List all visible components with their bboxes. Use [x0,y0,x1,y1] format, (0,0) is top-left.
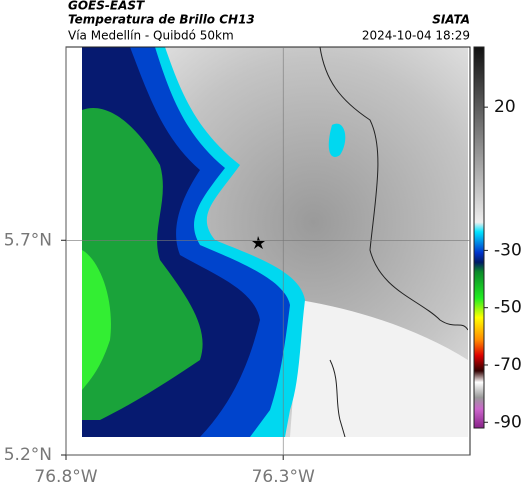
boundary [319,47,468,437]
y-tick-label: 5.2°N [4,445,52,465]
location-marker [252,236,265,249]
colorbar-label: 20 [494,97,516,117]
colorbar-label: -30 [494,240,522,260]
satellite-image [82,47,468,437]
credit: SIATA [432,13,470,27]
subtitle: Vía Medellín - Quibdó 50km [68,29,234,43]
colorbar-label: -90 [494,412,522,432]
colorbar-label: -70 [494,355,522,375]
bright-green [82,250,111,390]
x-tick-label: 76.3°W [252,467,315,487]
y-tick-label: 5.7°N [4,230,52,250]
warm-area [290,300,468,437]
cyan-spot [328,123,346,157]
title: Temperatura de Brillo CH13 [68,13,255,27]
green-band [82,108,203,421]
x-tick-label: 76.8°W [34,467,97,487]
colorbar [473,46,485,429]
source: GOES-EAST [68,0,145,13]
timestamp: 2024-10-04 18:29 [362,29,470,43]
colorbar-label: -50 [494,298,522,318]
